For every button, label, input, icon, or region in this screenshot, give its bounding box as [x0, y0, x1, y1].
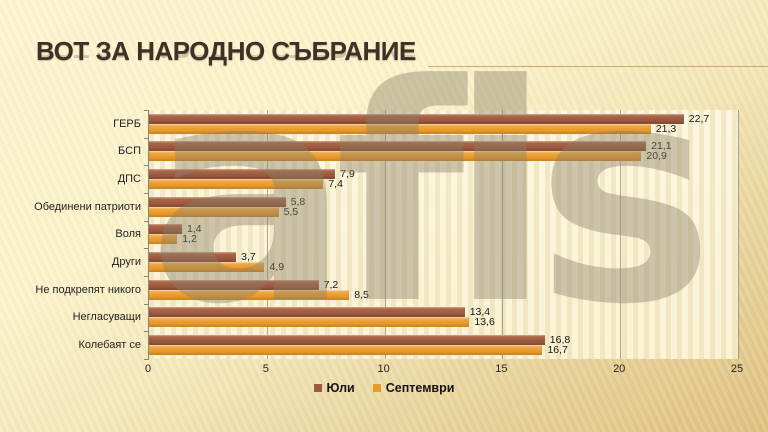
value-label: 20,9 [646, 150, 667, 163]
chart-row: Не подкрепят никого 7,2 8,5 [35, 276, 738, 304]
value-label: 21,3 [655, 122, 677, 135]
bar-july [149, 224, 182, 235]
x-tick-label: 20 [613, 363, 626, 375]
bar-september [149, 123, 651, 134]
bar-july [149, 335, 545, 346]
gridline [384, 110, 386, 359]
gridline [738, 110, 739, 359]
category-label: Воля [115, 228, 141, 241]
value-label: 16,7 [547, 344, 568, 357]
y-axis-tick [144, 110, 149, 111]
x-axis: 0 5 10 15 20 25 [144, 362, 743, 376]
value-label: 7,4 [328, 178, 343, 191]
bar-july [149, 169, 336, 180]
chart-row: Негласуващи 13,4 13,6 [73, 304, 738, 332]
bar-september [149, 262, 265, 273]
value-label: 21,1 [651, 140, 672, 153]
bar-september [149, 234, 178, 245]
plot-area: ГЕРБ 22,7 21,3 БСП 21,1 20,9 ДПС 7,9 7,4 Обединен… [34, 110, 739, 360]
legend-swatch [372, 384, 381, 392]
chart-row: Воля 1,4 1,2 [115, 221, 738, 249]
chart-row: БСП 21,1 20,9 [118, 138, 738, 166]
y-axis-tick [144, 193, 149, 194]
value-label: 13,4 [469, 306, 491, 319]
y-axis-tick [144, 359, 149, 360]
value-label: 13,6 [474, 316, 495, 329]
y-axis-tick [144, 165, 149, 167]
page-title-reflection: ВОТ ЗА НАРОДНО СЪБРАНИЕ [36, 49, 416, 64]
x-tick-label: 5 [262, 363, 269, 375]
value-label: 5,5 [283, 205, 299, 218]
x-tick-label: 10 [377, 363, 390, 375]
legend-item: Юли [313, 381, 355, 395]
title-divider-line [428, 66, 768, 67]
chart-row: ГЕРБ 22,7 21,3 [113, 110, 738, 138]
page-title: ВОТ ЗА НАРОДНО СЪБРАНИЕ [36, 36, 416, 66]
x-tick-label: 25 [730, 363, 744, 375]
chart-row: Колебаят се 16,8 16,7 [78, 331, 738, 359]
y-axis-tick [144, 303, 149, 305]
category-label: Колебаят се [78, 339, 141, 352]
legend-label: Юли [326, 381, 355, 395]
category-label: БСП [118, 145, 141, 158]
y-axis-tick [144, 248, 149, 250]
category-label: ДПС [117, 173, 141, 186]
value-label: 3,7 [241, 251, 256, 264]
gridline [266, 110, 268, 359]
legend-label: Септември [385, 381, 455, 395]
x-tick-label: 15 [495, 363, 508, 375]
legend-item: Септември [372, 381, 455, 395]
category-label: Негласуващи [72, 311, 141, 324]
category-label: Други [111, 256, 141, 269]
y-axis-tick [144, 331, 149, 333]
legend-swatch [313, 384, 322, 392]
bar-september [149, 345, 543, 356]
value-label: 1,4 [186, 223, 202, 236]
y-axis-tick [144, 220, 149, 222]
gridline [620, 110, 622, 359]
value-label: 16,8 [549, 334, 571, 347]
chart-row: Други 3,7 4,9 [112, 248, 738, 276]
bar-july [149, 141, 647, 152]
bar-september [149, 151, 642, 162]
value-label: 22,7 [688, 112, 710, 125]
value-label: 4,9 [269, 261, 285, 274]
bar-july [149, 279, 319, 290]
gridline [502, 110, 504, 359]
value-label: 5,8 [290, 195, 306, 208]
legend: Юли Септември [0, 381, 768, 395]
x-tick-label: 0 [144, 363, 152, 375]
bar-july [149, 196, 286, 207]
chart-row: Обединени патриоти 5,8 5,5 [34, 193, 738, 221]
bar-july [149, 252, 237, 263]
bar-july [149, 307, 465, 318]
category-label: Не подкрепят никого [35, 283, 141, 296]
bar-september [149, 179, 324, 190]
bar-september [149, 289, 350, 300]
chart-row: ДПС 7,9 7,4 [118, 165, 738, 193]
value-label: 1,2 [182, 233, 197, 246]
y-axis-tick [144, 137, 149, 139]
category-label: Обединени патриоти [34, 200, 141, 213]
y-axis-tick [144, 276, 149, 277]
bar-september [149, 317, 470, 328]
bar-september [149, 206, 279, 217]
value-label: 7,2 [323, 278, 339, 291]
value-label: 7,9 [340, 168, 355, 181]
value-label: 8,5 [354, 288, 369, 301]
category-label: ГЕРБ [113, 117, 141, 130]
bar-july [149, 113, 684, 124]
